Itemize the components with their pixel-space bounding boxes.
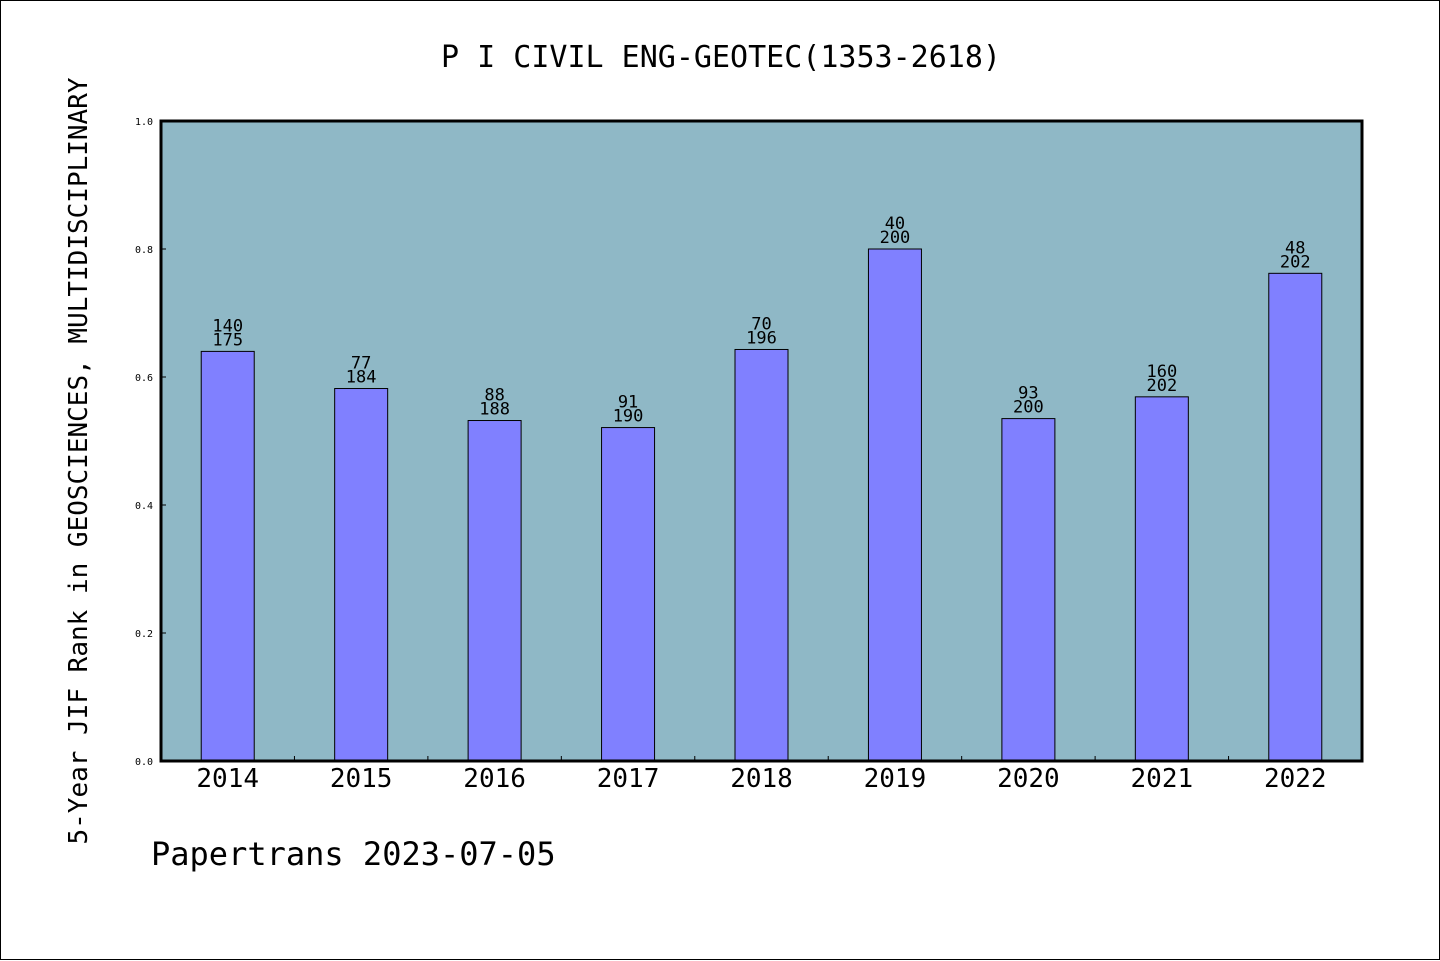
x-tick-label: 2017 — [597, 764, 660, 794]
bar-rank-label: 48 — [1285, 238, 1305, 258]
bar-total-label: 202 — [1146, 376, 1177, 396]
y-tick-label: 0.4 — [135, 501, 153, 512]
y-tick-label: 1.0 — [135, 117, 153, 128]
plot-border — [159, 119, 1364, 763]
bar-total-label: 196 — [746, 328, 777, 348]
bar-total-label: 175 — [212, 330, 243, 350]
x-tick-label: 2021 — [1131, 764, 1194, 794]
y-tick-label: 0.2 — [135, 629, 153, 640]
bar-rank-label: 40 — [885, 214, 905, 234]
bar-2016 — [467, 420, 522, 762]
bar-2019 — [867, 248, 922, 762]
bar-2021 — [1134, 396, 1189, 762]
chart-title: P I CIVIL ENG-GEOTEC(1353-2618) — [441, 40, 1001, 75]
x-axis: 2014 2015 2016 2017 2018 2019 2020 2021 2022 — [196, 756, 1327, 794]
bar-rank-label: 88 — [484, 386, 504, 406]
bar-rank-label: 70 — [751, 314, 771, 334]
bar-total-label: 200 — [880, 228, 911, 248]
bar-total-label: 188 — [479, 400, 510, 420]
bar-2018 — [734, 348, 789, 762]
x-tick-label: 2016 — [463, 764, 526, 794]
bar-rank-label: 77 — [351, 354, 371, 374]
y-axis-label: 5-Year JIF Rank in GEOSCIENCES, MULTIDIS… — [64, 77, 94, 844]
bar-rank-label: 160 — [1146, 362, 1177, 382]
y-tick-label: 0.8 — [135, 245, 153, 256]
bar-2017 — [601, 427, 656, 762]
bar-rank-label: 93 — [1018, 384, 1038, 404]
bar-total-label: 184 — [346, 368, 377, 388]
y-tick-label: 0.0 — [135, 757, 153, 768]
x-tick-label: 2015 — [330, 764, 393, 794]
x-tick-label: 2014 — [196, 764, 259, 794]
x-tick-label: 2020 — [997, 764, 1060, 794]
bar-total-label: 202 — [1280, 252, 1311, 272]
bar-2014 — [200, 350, 255, 762]
bars-group — [200, 248, 1323, 762]
x-tick-label: 2018 — [730, 764, 793, 794]
x-tick-label: 2019 — [864, 764, 927, 794]
y-tick-label: 0.6 — [135, 373, 153, 384]
bar-rank-label: 91 — [618, 393, 638, 413]
bar-2022 — [1268, 272, 1323, 762]
bar-2020 — [1001, 418, 1056, 762]
bar-2015 — [334, 388, 389, 762]
footer-watermark: Papertrans 2023-07-05 — [151, 835, 556, 873]
bar-total-label: 200 — [1013, 398, 1044, 418]
bar-total-label: 190 — [613, 407, 644, 427]
x-tick-label: 2022 — [1264, 764, 1327, 794]
bar-rank-label: 140 — [212, 316, 243, 336]
